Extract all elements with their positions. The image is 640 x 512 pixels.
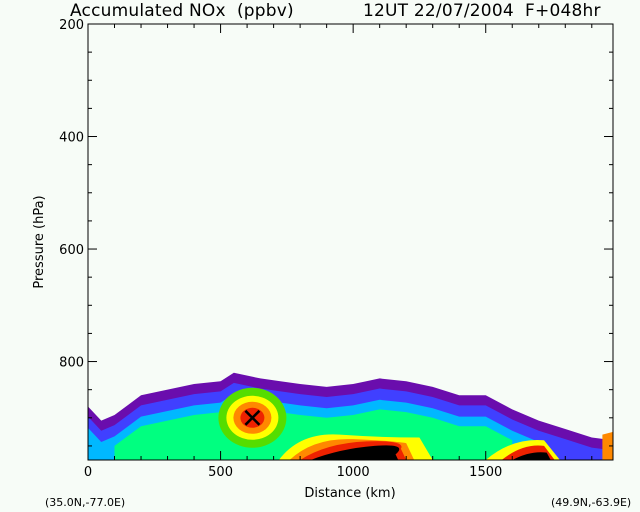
x-tick-label: 0 <box>84 465 92 480</box>
x-tick-label: 1500 <box>469 465 502 480</box>
start-coordinate: (35.0N,-77.0E) <box>45 496 126 509</box>
y-tick-label: 200 <box>59 18 84 33</box>
y-axis-label: Pressure (hPa) <box>32 195 47 288</box>
y-tick-label: 600 <box>59 243 84 258</box>
chart-title: Accumulated NOx (ppbv) <box>70 1 294 21</box>
contour-layer <box>88 372 613 460</box>
marker-stroke <box>244 409 261 426</box>
y-tick-label: 400 <box>59 131 84 146</box>
edge-band-7 <box>602 431 613 460</box>
surface-band-9 <box>310 445 400 460</box>
plot-frame <box>87 23 614 461</box>
x-axis-label: Distance (km) <box>304 486 395 501</box>
axes: 0 500 1000 1500 200 400 600 800 <box>59 18 613 480</box>
x-tick-label: 1000 <box>337 465 370 480</box>
source-marker <box>244 409 261 426</box>
y-tick-label: 800 <box>59 356 84 371</box>
chart-time-label: 12UT 22/07/2004 F+048hr <box>363 1 601 21</box>
east-band-9 <box>512 452 551 460</box>
end-coordinate: (49.9N,-63.9E) <box>551 496 632 509</box>
x-tick-label: 500 <box>208 465 233 480</box>
